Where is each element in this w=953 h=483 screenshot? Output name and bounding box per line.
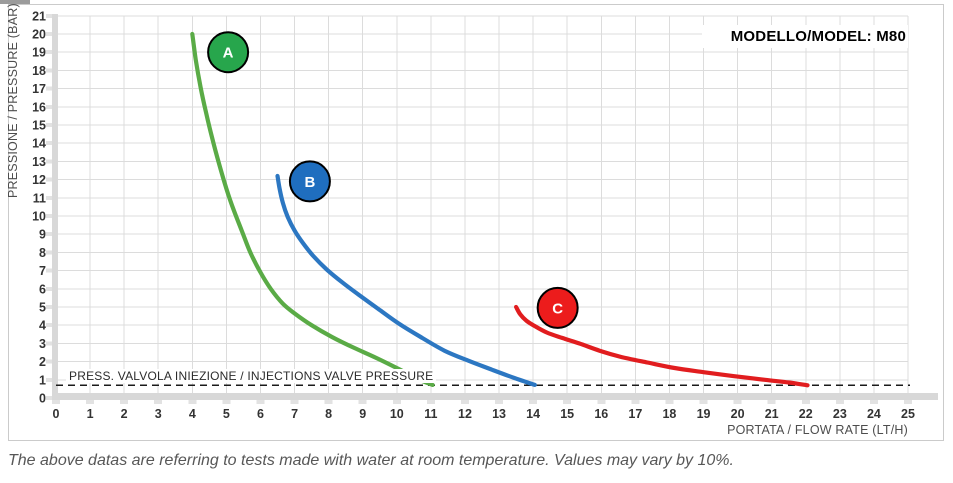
svg-text:16: 16 [594, 407, 608, 421]
svg-text:4: 4 [39, 319, 46, 333]
chart-border [8, 4, 944, 441]
svg-text:4: 4 [189, 407, 196, 421]
svg-text:9: 9 [39, 228, 46, 242]
gridlines [55, 15, 909, 399]
svg-text:13: 13 [492, 407, 506, 421]
svg-text:25: 25 [901, 407, 915, 421]
svg-text:1: 1 [39, 373, 46, 387]
svg-text:12: 12 [32, 173, 46, 187]
svg-text:21: 21 [32, 9, 46, 23]
svg-text:24: 24 [867, 407, 881, 421]
series-bubble-C: C [536, 286, 579, 329]
svg-text:8: 8 [39, 246, 46, 260]
curve-B [275, 173, 537, 387]
injection-valve-pressure-label: PRESS. VALVOLA INIEZIONE / INJECTIONS VA… [66, 369, 437, 383]
svg-text:20: 20 [731, 407, 745, 421]
svg-text:0: 0 [53, 407, 60, 421]
model-title: MODELLO/MODEL: M80 [702, 25, 908, 48]
svg-text:6: 6 [257, 407, 264, 421]
series-bubble-B: B [288, 160, 331, 203]
svg-text:6: 6 [39, 282, 46, 296]
series-bubble-A: A [207, 31, 250, 74]
y-axis-title: PRESSIONE / PRESSURE (BAR) [6, 3, 20, 198]
series-letter-A: A [223, 45, 234, 62]
axis-bands [46, 13, 938, 404]
svg-text:11: 11 [33, 191, 46, 205]
svg-text:7: 7 [291, 407, 298, 421]
svg-text:20: 20 [32, 28, 46, 42]
svg-text:18: 18 [32, 64, 46, 78]
svg-text:14: 14 [32, 137, 46, 151]
svg-text:13: 13 [32, 155, 46, 169]
svg-text:18: 18 [662, 407, 676, 421]
svg-text:15: 15 [560, 407, 574, 421]
svg-text:9: 9 [359, 407, 366, 421]
svg-text:19: 19 [697, 407, 711, 421]
svg-text:16: 16 [32, 100, 46, 114]
svg-text:7: 7 [39, 264, 46, 278]
svg-text:22: 22 [799, 407, 813, 421]
tick-labels: 0 1 2 3 4 5 6 7 8 9 10 11 12 13 14 15 16 17 18 19 20 21 22 23 24… [32, 9, 915, 421]
curve-A [190, 31, 435, 387]
svg-text:8: 8 [325, 407, 332, 421]
svg-text:3: 3 [155, 407, 162, 421]
svg-text:10: 10 [32, 210, 46, 224]
svg-text:17: 17 [628, 407, 642, 421]
svg-text:17: 17 [32, 82, 46, 96]
svg-text:19: 19 [32, 46, 46, 60]
svg-text:15: 15 [32, 119, 46, 133]
svg-text:11: 11 [424, 407, 437, 421]
series-letter-C: C [552, 300, 563, 317]
svg-text:12: 12 [458, 407, 472, 421]
curve-C [514, 304, 810, 388]
svg-text:10: 10 [390, 407, 404, 421]
svg-text:5: 5 [39, 301, 46, 315]
series-letter-B: B [304, 174, 315, 191]
svg-text:2: 2 [39, 355, 46, 369]
svg-text:1: 1 [87, 407, 94, 421]
x-axis-title: PORTATA / FLOW RATE (LT/H) [727, 423, 908, 437]
svg-text:21: 21 [765, 407, 779, 421]
svg-text:3: 3 [39, 337, 46, 351]
window-edge-mark [0, 0, 30, 4]
svg-text:5: 5 [223, 407, 230, 421]
svg-text:14: 14 [526, 407, 540, 421]
svg-text:23: 23 [833, 407, 847, 421]
footnote-text: The above datas are referring to tests m… [8, 452, 734, 469]
svg-text:0: 0 [39, 392, 46, 406]
svg-text:2: 2 [121, 407, 128, 421]
